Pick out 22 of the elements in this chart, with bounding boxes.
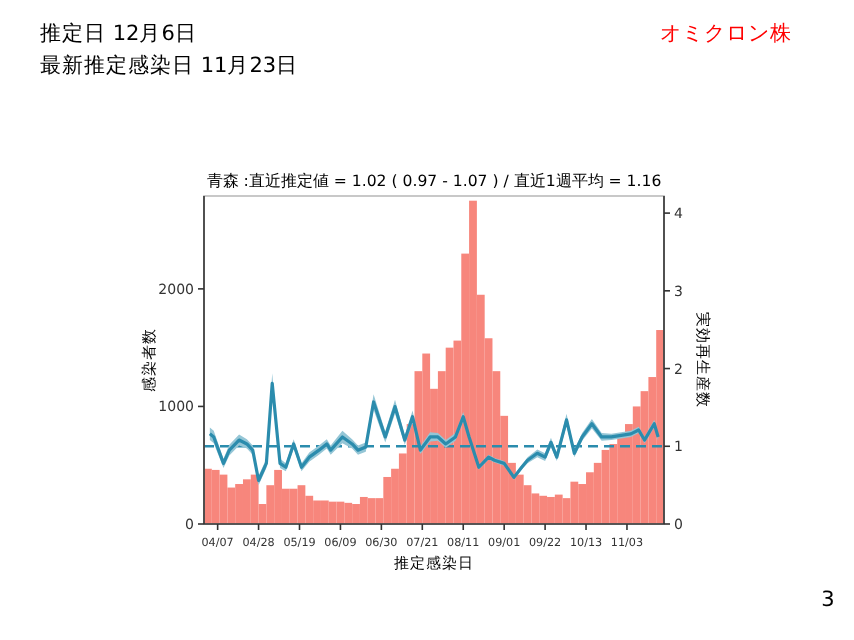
bar bbox=[367, 498, 376, 524]
text: オミクロン株 bbox=[660, 20, 792, 46]
bar bbox=[328, 501, 337, 524]
bar bbox=[320, 500, 329, 524]
bar bbox=[344, 502, 353, 524]
bar bbox=[539, 495, 548, 524]
bar bbox=[422, 353, 431, 524]
bar bbox=[570, 481, 579, 524]
bar bbox=[274, 469, 282, 524]
text: 最新推定感染日 11月23日 bbox=[40, 52, 299, 78]
bar bbox=[383, 476, 392, 524]
bar bbox=[242, 479, 251, 524]
bar bbox=[250, 474, 259, 524]
bar bbox=[554, 494, 563, 524]
bar bbox=[531, 493, 540, 524]
bar bbox=[289, 488, 298, 524]
text: 3 bbox=[821, 588, 835, 612]
text: 推定日 12月6日 bbox=[40, 20, 197, 46]
bar bbox=[609, 444, 618, 524]
bar bbox=[469, 200, 477, 524]
bar bbox=[211, 469, 220, 524]
bar bbox=[359, 496, 368, 524]
